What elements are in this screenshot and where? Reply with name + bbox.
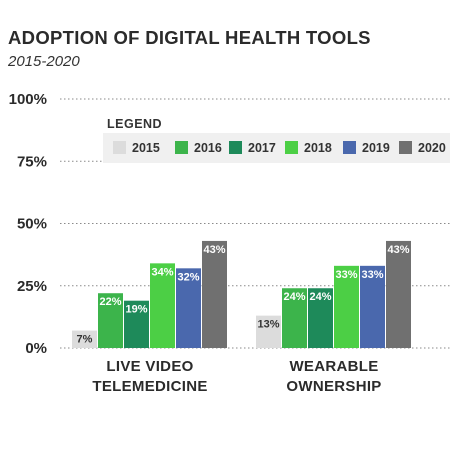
bar: [282, 288, 307, 348]
bar: [360, 265, 385, 348]
legend-label: 2018: [304, 141, 332, 155]
bar: [72, 330, 97, 348]
category-label: TELEMEDICINE: [92, 378, 207, 395]
legend-swatch: [285, 141, 298, 154]
y-tick-label: 50%: [17, 216, 47, 233]
data-label: 7%: [77, 334, 93, 346]
data-label: 19%: [125, 304, 147, 316]
data-label: 43%: [387, 244, 409, 256]
data-label: 22%: [99, 296, 121, 308]
y-tick-label: 100%: [9, 91, 47, 108]
data-label: 34%: [151, 266, 173, 278]
legend-label: 2015: [132, 141, 160, 155]
legend-label: 2017: [248, 141, 276, 155]
legend-swatch: [399, 141, 412, 154]
bar: [98, 293, 123, 348]
bar: [256, 315, 281, 348]
bar: [124, 300, 149, 348]
data-label: 32%: [177, 271, 199, 283]
legend-swatch: [113, 141, 126, 154]
bar: [202, 240, 227, 348]
data-label: 33%: [335, 269, 357, 281]
y-tick-label: 25%: [17, 278, 47, 295]
data-label: 43%: [203, 244, 225, 256]
bar: [308, 288, 333, 348]
category-label: OWNERSHIP: [286, 378, 381, 395]
category-label: WEARABLE: [289, 358, 378, 375]
bar: [150, 263, 175, 348]
bar: [176, 268, 201, 348]
legend-label: 2016: [194, 141, 222, 155]
data-label: 33%: [361, 269, 383, 281]
category-label: LIVE VIDEO: [106, 358, 193, 375]
legend-label: 2019: [362, 141, 390, 155]
legend-swatch: [175, 141, 188, 154]
data-label: 24%: [309, 291, 331, 303]
bar: [386, 240, 411, 348]
y-tick-label: 0%: [25, 340, 47, 357]
chart-title: ADOPTION OF DIGITAL HEALTH TOOLS: [8, 27, 371, 48]
legend-label: 2020: [418, 141, 446, 155]
legend-title: LEGEND: [107, 117, 162, 131]
data-label: 13%: [257, 319, 279, 331]
legend-swatch: [229, 141, 242, 154]
legend-swatch: [343, 141, 356, 154]
chart-subtitle: 2015-2020: [8, 53, 80, 70]
bar: [334, 265, 359, 348]
legend-box: [103, 133, 450, 163]
y-tick-label: 75%: [17, 153, 47, 170]
data-label: 24%: [283, 291, 305, 303]
